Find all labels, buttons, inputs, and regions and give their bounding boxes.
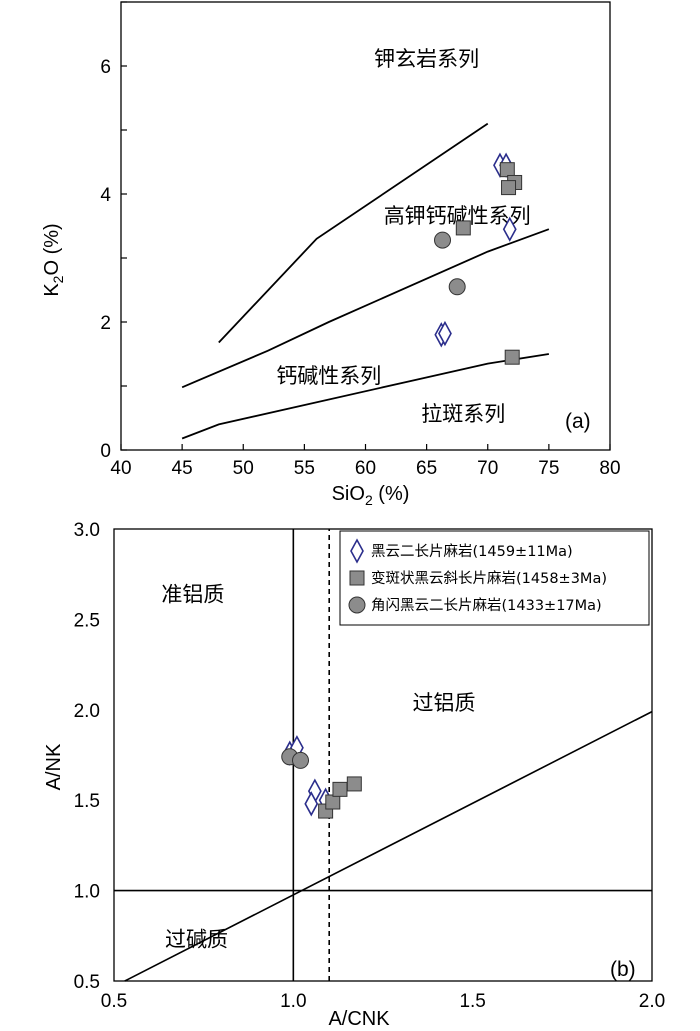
x-tick-label: 75 [538, 458, 559, 479]
data-point-circle [434, 231, 452, 249]
x-tick-label: 70 [477, 458, 498, 479]
data-point-circle [448, 278, 466, 296]
y-tick-label: 0 [100, 441, 111, 462]
panel-b-label: (b) [610, 958, 636, 981]
legend-box [339, 530, 650, 626]
legend-label: 黑云二长片麻岩(1459±11Ma) [371, 543, 573, 560]
reference-line-solid [124, 710, 653, 982]
data-point-square [499, 162, 515, 178]
panel-a-y-axis-label: K2O (%) [41, 223, 66, 296]
panel-b-x-axis-label: A/CNK [328, 1008, 390, 1030]
y-tick-label: 3.0 [74, 520, 100, 541]
x-tick-label: 50 [233, 458, 254, 479]
legend-marker-circle [348, 596, 366, 614]
panel-b-plot-frame [113, 528, 653, 982]
y-label-sub: 2 [50, 275, 66, 283]
region-label: 拉斑系列 [421, 402, 505, 426]
y-tick-label: 2.0 [74, 701, 100, 722]
y-tick-label: 1.5 [74, 791, 100, 812]
y-label-main: K [41, 283, 63, 297]
region-label: 准铝质 [161, 582, 224, 606]
data-point-square [504, 349, 520, 365]
x-tick-label: 2.0 [639, 991, 665, 1012]
data-point-diamond [502, 216, 517, 242]
y-tick-label: 2 [100, 313, 111, 334]
y-tick-label: 1.0 [74, 882, 100, 903]
x-label-unit: (%) [373, 483, 410, 505]
x-tick-label: 60 [355, 458, 376, 479]
series-boundary-line-1 [218, 122, 489, 344]
legend-marker-diamond [350, 538, 364, 564]
y-tick-label: 6 [100, 57, 111, 78]
data-point-square [501, 180, 517, 196]
region-label: 钾玄岩系列 [374, 47, 479, 71]
x-tick-label: 80 [599, 458, 620, 479]
region-label: 过铝质 [412, 691, 475, 715]
data-point-square [455, 220, 471, 236]
data-point-square [325, 794, 341, 810]
y-label-rest: O (%) [41, 223, 63, 275]
x-tick-label: 40 [110, 458, 131, 479]
x-tick-label: 55 [294, 458, 315, 479]
series-boundary-line-2 [181, 228, 550, 389]
data-point-circle [292, 751, 310, 769]
y-tick-label: 4 [100, 185, 111, 206]
y-tick-label: 2.5 [74, 610, 100, 631]
data-point-diamond [304, 791, 319, 817]
panel-a-label: (a) [565, 410, 591, 433]
y-tick-label: 0.5 [74, 972, 100, 993]
panel-a-x-axis-label: SiO2 (%) [332, 483, 410, 508]
x-tick-label: 45 [172, 458, 193, 479]
x-tick-label: 1.5 [459, 991, 485, 1012]
x-tick-label: 0.5 [101, 991, 127, 1012]
data-point-diamond [438, 320, 452, 347]
region-label: 钙碱性系列 [276, 364, 381, 388]
data-point-square [346, 776, 362, 792]
region-label: 过碱质 [165, 928, 228, 952]
legend-marker-square [349, 570, 365, 586]
x-tick-label: 65 [416, 458, 437, 479]
x-label-main: SiO [332, 483, 365, 505]
x-label-sub: 2 [365, 492, 373, 508]
legend-label: 角闪黑云二长片麻岩(1433±17Ma) [371, 597, 602, 614]
data-point-square [332, 781, 348, 797]
x-tick-label: 1.0 [280, 991, 306, 1012]
panel-b-y-axis-label: A/NK [43, 743, 65, 790]
legend-label: 变斑状黑云斜长片麻岩(1458±3Ma) [371, 570, 607, 587]
legend: 黑云二长片麻岩(1459±11Ma) 变斑状黑云斜长片麻岩(1458±3Ma) 角闪… [339, 530, 650, 626]
